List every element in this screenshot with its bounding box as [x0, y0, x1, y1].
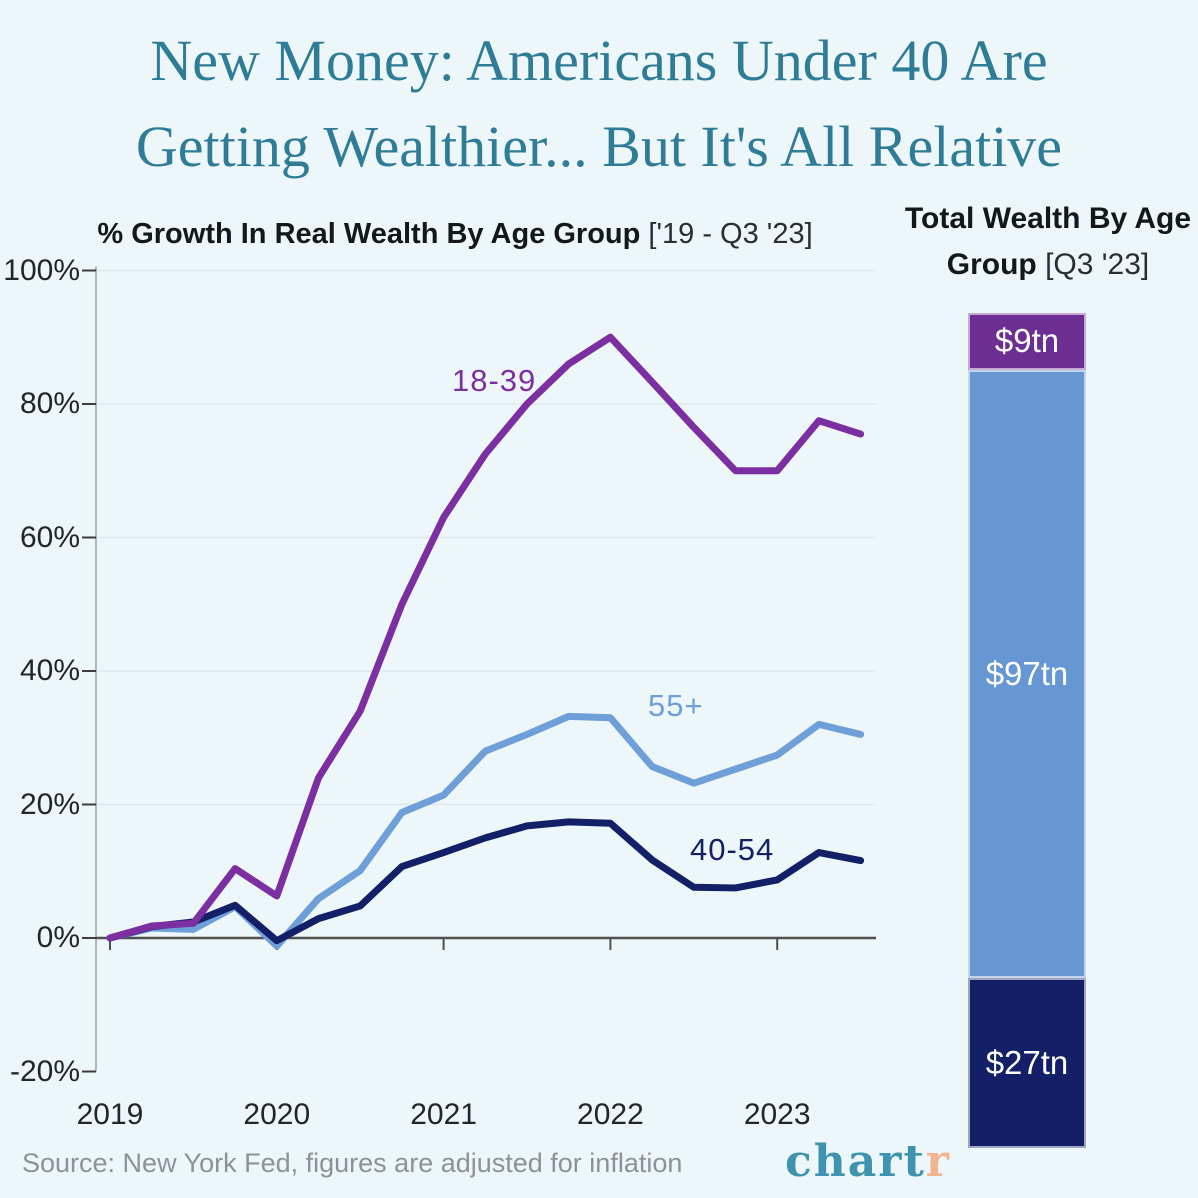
page-title-line2: Getting Wealthier... But It's All Relati… [135, 114, 1063, 179]
series-label-55plus: 55+ [648, 688, 704, 723]
y-tick-label: 60% [19, 520, 80, 554]
y-tick-label: -20% [9, 1054, 80, 1088]
bar-segment-value: $27tn [985, 1044, 1069, 1082]
line-chart-title-period: ['19 - Q3 '23] [640, 218, 813, 250]
chartr-logo-main: chart [785, 1136, 926, 1187]
bar-segment-value: $9tn [994, 322, 1060, 360]
total-wealth-stacked-bar: $9tn $97tn $27tn [968, 313, 1086, 1148]
x-tick-label: 2022 [577, 1098, 644, 1131]
source-note: Source: New York Fed, figures are adjust… [22, 1148, 683, 1178]
x-tick-label: 2023 [743, 1098, 811, 1131]
line-chart-title-main: % Growth In Real Wealth By Age Group [97, 218, 641, 250]
growth-line-chart [82, 266, 876, 1073]
bar-segment-55+: $97tn [968, 369, 1086, 979]
y-tick-label: 100% [3, 253, 80, 287]
bar-chart-title: Total Wealth By Age Group [Q3 '23] [898, 196, 1198, 288]
series-label-18-39: 18-39 [452, 363, 537, 398]
bar-segment-18-39: $9tn [968, 313, 1086, 370]
series-label-40-54: 40-54 [690, 832, 775, 867]
x-tick-label: 2020 [243, 1098, 311, 1131]
x-tick-label: 2019 [76, 1098, 144, 1131]
page-title-line1: New Money: Americans Under 40 Are [150, 28, 1048, 93]
page-title: New Money: Americans Under 40 Are Gettin… [0, 18, 1198, 190]
bar-segment-value: $97tn [985, 654, 1069, 692]
bar-chart-title-main: Total Wealth By Age Group [904, 202, 1192, 281]
y-tick-label: 40% [19, 654, 80, 687]
y-tick-label: 80% [19, 387, 80, 420]
y-tick-label: 20% [19, 787, 80, 821]
x-tick-label: 2021 [410, 1098, 477, 1131]
chartr-logo: chartr [785, 1136, 951, 1187]
bar-chart-title-period: [Q3 '23] [1036, 248, 1150, 281]
bar-segment-40-54: $27tn [968, 978, 1086, 1148]
line-chart-title: % Growth In Real Wealth By Age Group ['1… [0, 218, 910, 251]
y-tick-label: 0% [36, 921, 80, 954]
chartr-logo-accent: r [925, 1136, 951, 1187]
